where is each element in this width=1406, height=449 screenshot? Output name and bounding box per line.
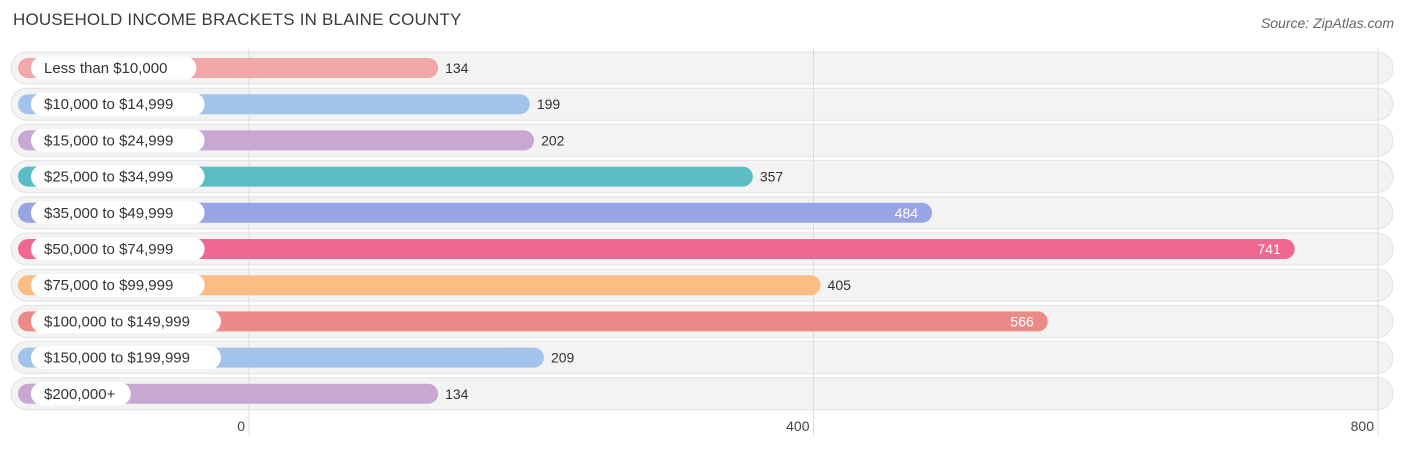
category-label-pill <box>31 309 221 333</box>
category-label-pill <box>31 201 205 225</box>
category-label: Less than $10,000 <box>44 60 167 77</box>
category-label-pill <box>31 237 205 261</box>
value-label: 357 <box>760 169 784 185</box>
chart-title: HOUSEHOLD INCOME BRACKETS IN BLAINE COUN… <box>13 10 462 29</box>
bars: Less than $10,000 134 $10,000 to $14,999 19… <box>18 56 1295 406</box>
category-label: $15,000 to $24,999 <box>44 132 173 149</box>
bar <box>18 311 1048 332</box>
category-label: $10,000 to $14,999 <box>44 96 173 113</box>
category-label-pill <box>31 56 197 80</box>
value-label: 484 <box>895 205 919 221</box>
category-label: $150,000 to $199,999 <box>44 350 190 367</box>
category-label-pill <box>31 273 205 297</box>
x-axis-ticks: 0 400 800 <box>237 418 1374 434</box>
bar <box>18 275 821 296</box>
category-label-pill <box>31 128 205 152</box>
bar <box>18 239 1295 259</box>
category-label-pill <box>31 382 131 406</box>
category-label-pill <box>31 92 205 116</box>
category-label: $200,000+ <box>44 386 116 403</box>
value-label: 134 <box>445 386 469 402</box>
value-label: 209 <box>551 350 575 366</box>
category-label-pill <box>31 165 205 189</box>
value-label: 405 <box>828 277 852 293</box>
x-tick-label: 0 <box>237 418 245 434</box>
category-label: $35,000 to $49,999 <box>44 205 173 222</box>
bar <box>18 202 933 223</box>
value-label: 566 <box>1010 313 1034 329</box>
category-label: $50,000 to $74,999 <box>44 241 173 258</box>
source-note: Source: ZipAtlas.com <box>1260 15 1394 31</box>
category-label: $25,000 to $34,999 <box>44 169 173 186</box>
category-label: $100,000 to $149,999 <box>44 313 190 330</box>
category-label-pill <box>31 346 221 370</box>
value-label: 741 <box>1257 241 1281 257</box>
x-tick-label: 400 <box>786 418 810 434</box>
category-label: $75,000 to $99,999 <box>44 277 173 294</box>
x-tick-label: 800 <box>1351 418 1375 434</box>
value-label: 202 <box>541 132 565 148</box>
value-label: 134 <box>445 60 469 76</box>
value-label: 199 <box>537 96 561 112</box>
